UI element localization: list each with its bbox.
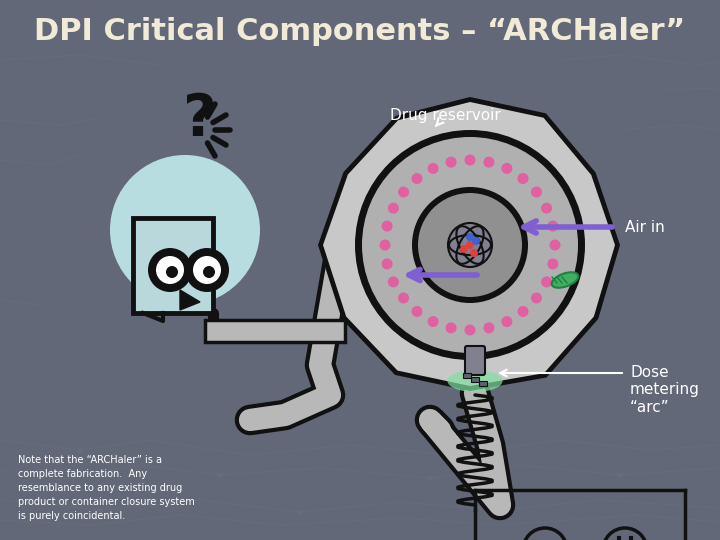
Circle shape — [166, 266, 178, 278]
Circle shape — [547, 259, 559, 269]
Text: Dose
metering
“arc”: Dose metering “arc” — [630, 365, 700, 415]
Circle shape — [518, 306, 528, 317]
Text: DPI Critical Components – “ARCHaler”: DPI Critical Components – “ARCHaler” — [35, 17, 685, 46]
Circle shape — [398, 293, 409, 303]
Circle shape — [490, 271, 500, 280]
Circle shape — [428, 316, 438, 327]
Circle shape — [382, 220, 392, 232]
Circle shape — [398, 186, 409, 198]
Circle shape — [355, 130, 585, 360]
Ellipse shape — [552, 272, 578, 288]
Circle shape — [466, 233, 474, 241]
Circle shape — [388, 276, 399, 287]
Text: Drug reservoir: Drug reservoir — [390, 108, 500, 126]
Circle shape — [388, 202, 399, 214]
Circle shape — [412, 306, 423, 317]
Circle shape — [472, 237, 480, 245]
Circle shape — [464, 325, 475, 335]
Circle shape — [464, 154, 475, 165]
Circle shape — [475, 200, 485, 210]
Circle shape — [412, 187, 528, 303]
Circle shape — [362, 137, 578, 353]
Circle shape — [549, 240, 560, 251]
Circle shape — [426, 266, 434, 274]
Circle shape — [603, 528, 647, 540]
Circle shape — [466, 241, 474, 249]
Circle shape — [446, 260, 454, 269]
Circle shape — [446, 322, 456, 333]
Circle shape — [541, 276, 552, 287]
Ellipse shape — [448, 370, 503, 392]
FancyBboxPatch shape — [471, 377, 479, 382]
Circle shape — [448, 223, 492, 267]
Circle shape — [501, 163, 513, 174]
Circle shape — [110, 155, 260, 305]
Text: Air in: Air in — [625, 219, 665, 234]
Circle shape — [483, 157, 495, 167]
Circle shape — [156, 256, 184, 284]
Circle shape — [531, 293, 542, 303]
Circle shape — [428, 163, 438, 174]
FancyBboxPatch shape — [465, 346, 485, 375]
Circle shape — [501, 316, 513, 327]
Circle shape — [460, 245, 468, 253]
Circle shape — [436, 231, 444, 240]
Circle shape — [418, 193, 522, 297]
Circle shape — [379, 240, 390, 251]
Polygon shape — [180, 290, 200, 310]
Circle shape — [547, 220, 559, 232]
Circle shape — [203, 266, 215, 278]
Circle shape — [531, 186, 542, 198]
Circle shape — [541, 202, 552, 214]
Circle shape — [148, 248, 192, 292]
Circle shape — [500, 240, 510, 249]
FancyBboxPatch shape — [205, 320, 345, 342]
FancyBboxPatch shape — [463, 373, 471, 378]
FancyBboxPatch shape — [133, 218, 213, 313]
Circle shape — [412, 173, 423, 184]
Circle shape — [518, 173, 528, 184]
Circle shape — [446, 157, 456, 167]
Circle shape — [480, 215, 490, 225]
FancyBboxPatch shape — [479, 381, 487, 386]
Text: ?: ? — [183, 91, 217, 148]
Circle shape — [382, 259, 392, 269]
Circle shape — [470, 249, 478, 257]
Polygon shape — [323, 102, 615, 386]
Text: Note that the “ARCHaler” is a
complete fabrication.  Any
resemblance to any exis: Note that the “ARCHaler” is a complete f… — [18, 455, 194, 521]
Circle shape — [193, 256, 221, 284]
Circle shape — [483, 322, 495, 333]
Circle shape — [456, 280, 464, 289]
Circle shape — [185, 248, 229, 292]
Polygon shape — [318, 97, 620, 391]
Circle shape — [523, 528, 567, 540]
